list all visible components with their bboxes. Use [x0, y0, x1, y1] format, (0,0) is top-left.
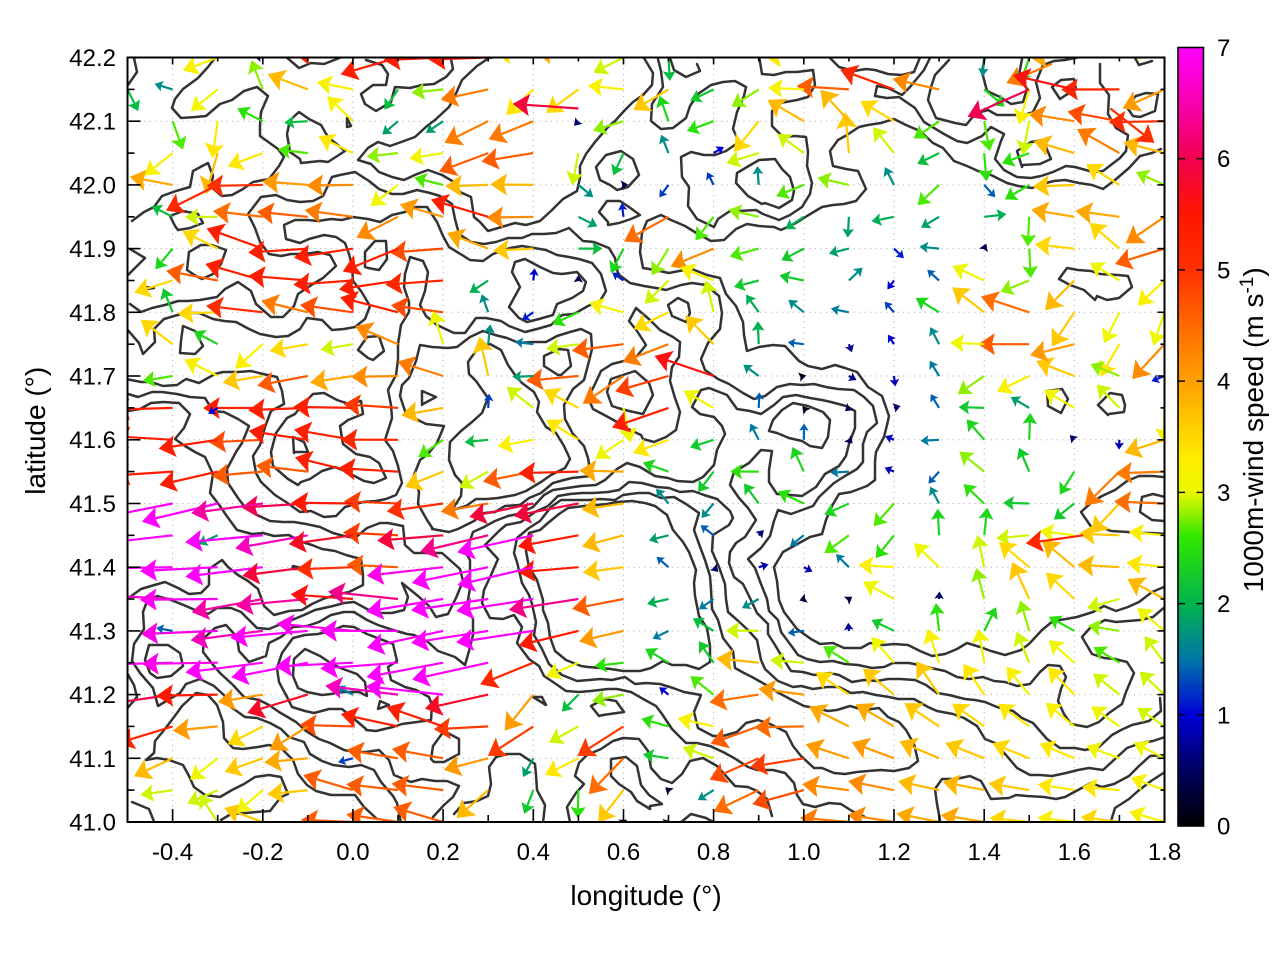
svg-text:41.4: 41.4 — [69, 555, 116, 582]
svg-text:41.6: 41.6 — [69, 427, 116, 454]
svg-text:1.4: 1.4 — [968, 839, 1001, 866]
svg-text:41.2: 41.2 — [69, 682, 116, 709]
svg-text:0.8: 0.8 — [697, 839, 730, 866]
svg-text:0.6: 0.6 — [607, 839, 640, 866]
svg-text:41.8: 41.8 — [69, 300, 116, 327]
svg-text:41.9: 41.9 — [69, 236, 116, 263]
svg-text:0.0: 0.0 — [336, 839, 369, 866]
svg-text:1.2: 1.2 — [877, 839, 910, 866]
svg-text:1.6: 1.6 — [1058, 839, 1091, 866]
svg-text:41.0: 41.0 — [69, 810, 116, 837]
svg-text:0.4: 0.4 — [517, 839, 550, 866]
svg-text:1: 1 — [1217, 702, 1230, 729]
svg-text:latitude (°): latitude (°) — [20, 367, 51, 495]
svg-text:5: 5 — [1217, 257, 1230, 284]
svg-text:1.8: 1.8 — [1148, 839, 1181, 866]
svg-text:-0.4: -0.4 — [152, 839, 193, 866]
svg-text:1.0: 1.0 — [787, 839, 820, 866]
svg-text:7: 7 — [1217, 35, 1230, 62]
svg-text:41.7: 41.7 — [69, 364, 116, 391]
svg-text:42.0: 42.0 — [69, 172, 116, 199]
svg-text:1000m-wind speed (m s-1): 1000m-wind speed (m s-1) — [1237, 267, 1269, 592]
svg-text:3: 3 — [1217, 480, 1230, 507]
svg-text:0: 0 — [1217, 814, 1230, 841]
svg-text:6: 6 — [1217, 146, 1230, 173]
svg-text:longitude (°): longitude (°) — [570, 880, 721, 911]
svg-text:41.5: 41.5 — [69, 491, 116, 518]
svg-text:41.1: 41.1 — [69, 746, 116, 773]
svg-text:41.3: 41.3 — [69, 618, 116, 645]
svg-text:-0.2: -0.2 — [242, 839, 283, 866]
svg-text:4: 4 — [1217, 369, 1230, 396]
svg-text:2: 2 — [1217, 591, 1230, 618]
svg-text:42.2: 42.2 — [69, 45, 116, 72]
svg-text:42.1: 42.1 — [69, 109, 116, 136]
svg-text:0.2: 0.2 — [426, 839, 459, 866]
